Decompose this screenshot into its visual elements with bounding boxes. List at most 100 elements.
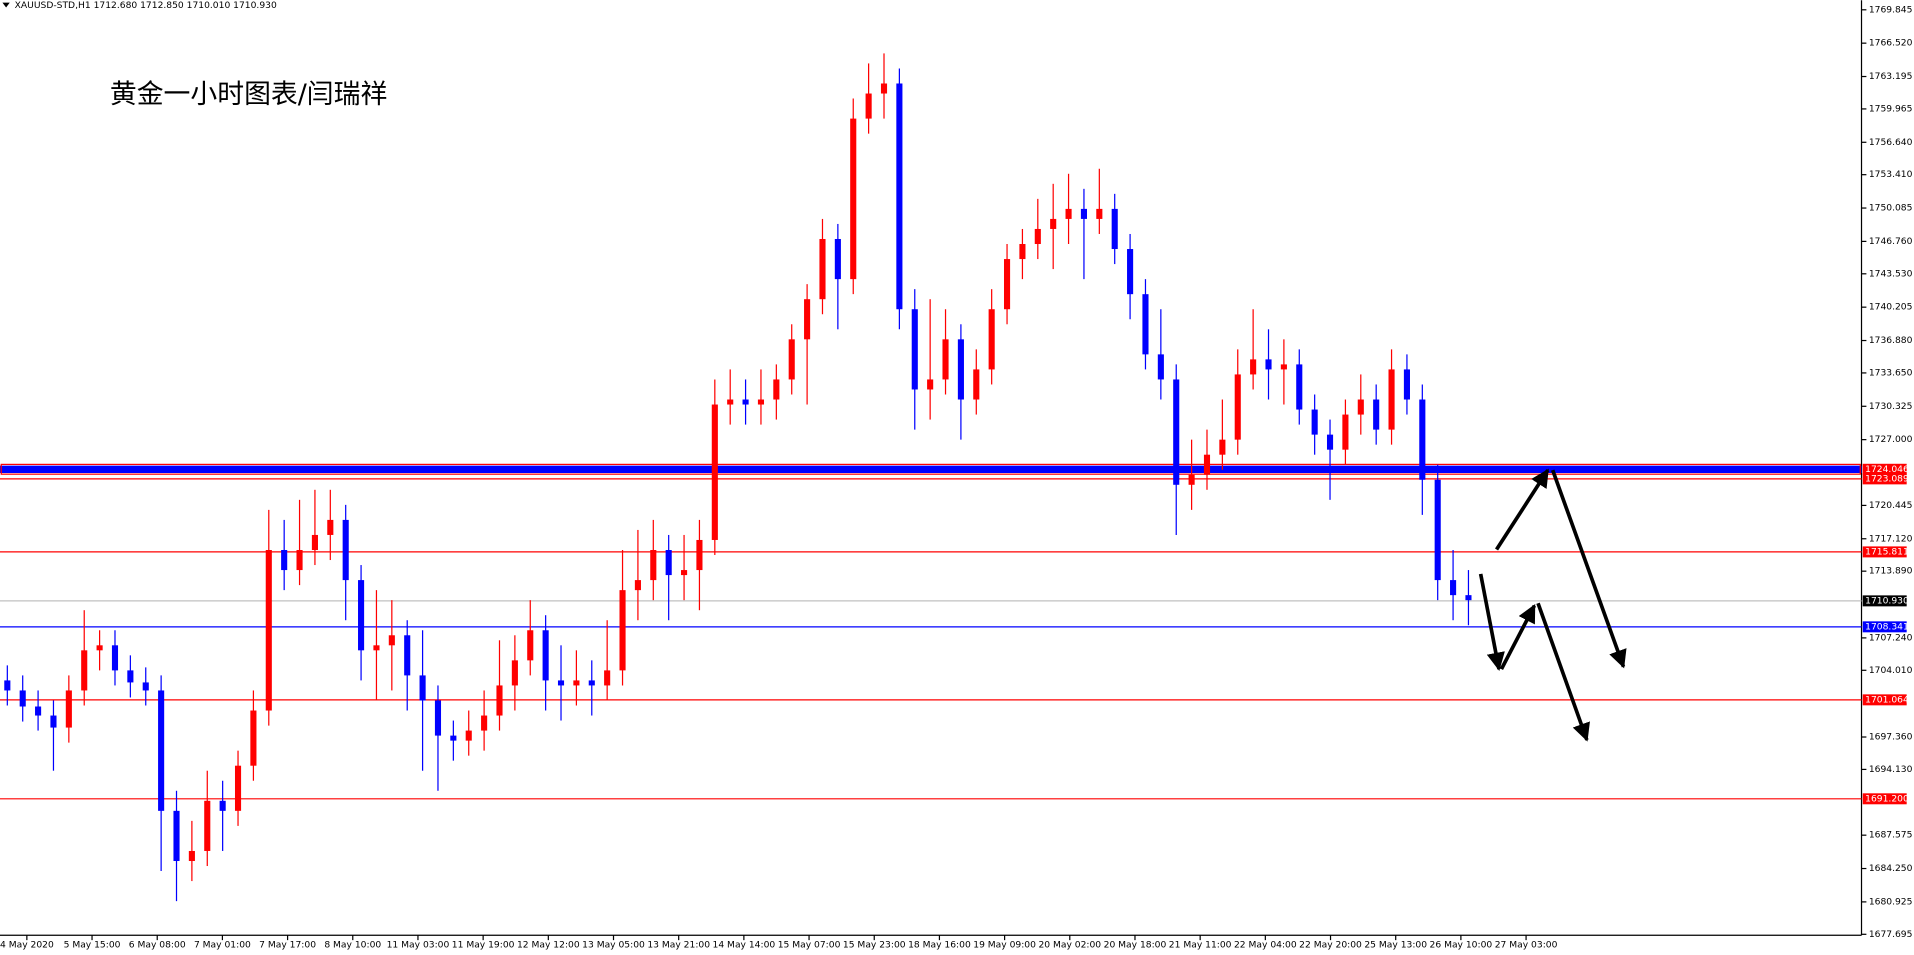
level-band-outline xyxy=(0,463,1861,475)
y-tick-label: 1713.890 xyxy=(1869,567,1913,577)
candle-body xyxy=(942,339,949,380)
chart-title: 黄金一小时图表/闫瑞祥 xyxy=(110,79,387,110)
candle-body xyxy=(1142,294,1149,355)
candle-body xyxy=(573,680,580,686)
candle-body xyxy=(111,645,119,671)
candle-body xyxy=(988,309,995,370)
y-tick-label: 1694.130 xyxy=(1869,765,1913,775)
candle-body xyxy=(619,590,626,671)
candle-body xyxy=(696,539,703,571)
candle-body xyxy=(1465,595,1472,601)
candle-body xyxy=(896,83,903,310)
candle-body xyxy=(850,118,857,280)
candle-body xyxy=(1034,228,1041,245)
candle-body xyxy=(542,630,549,681)
x-tick-label: 7 May 17:00 xyxy=(259,941,316,951)
candle-body xyxy=(81,650,88,691)
level-label: 1724.046 xyxy=(1865,465,1909,475)
candle-body xyxy=(957,339,964,400)
candle-body xyxy=(1203,454,1211,475)
candle-body xyxy=(1219,439,1226,455)
candle-body xyxy=(681,570,688,576)
x-tick-label: 18 May 16:00 xyxy=(908,941,971,951)
candle-body xyxy=(973,369,980,400)
candle-body xyxy=(50,715,57,728)
x-tick-label: 19 May 09:00 xyxy=(973,941,1036,951)
level-label: 1710.930 xyxy=(1865,596,1909,606)
candle-body xyxy=(1019,244,1026,260)
candle-body xyxy=(342,519,349,581)
y-tick-label: 1733.650 xyxy=(1869,368,1913,378)
candle-body xyxy=(188,850,195,862)
candle-body xyxy=(834,238,841,280)
candle-body xyxy=(1373,399,1380,430)
x-tick-label: 13 May 21:00 xyxy=(647,941,710,951)
level-label-box xyxy=(1862,546,1907,558)
y-tick-label: 1677.695 xyxy=(1869,930,1913,940)
candle-body xyxy=(434,700,442,736)
candle-body xyxy=(1157,354,1164,380)
candle-body xyxy=(496,685,503,716)
candle-body xyxy=(527,630,534,661)
level-label: 1708.341 xyxy=(1865,622,1909,632)
candle-body xyxy=(1173,379,1180,485)
x-tick-label: 22 May 20:00 xyxy=(1299,941,1362,951)
x-tick-label: 20 May 02:00 xyxy=(1038,941,1101,951)
candle-body xyxy=(311,534,318,551)
candle-body xyxy=(265,550,272,711)
level-label-box xyxy=(1862,793,1907,805)
level-label: 1715.811 xyxy=(1865,547,1909,557)
arrow xyxy=(1478,573,1505,671)
candle-body xyxy=(865,93,872,119)
x-tick-label: 12 May 12:00 xyxy=(517,941,580,951)
candle-body xyxy=(296,550,303,571)
candle-body xyxy=(804,299,811,340)
candle-body xyxy=(481,715,488,731)
y-tick-label: 1759.965 xyxy=(1869,104,1913,114)
x-tick-label: 27 May 03:00 xyxy=(1495,941,1558,951)
candle-body xyxy=(1296,364,1303,410)
y-tick-label: 1763.195 xyxy=(1869,72,1913,82)
x-tick-label: 20 May 18:00 xyxy=(1104,941,1167,951)
candle-body xyxy=(450,735,457,741)
x-tick-label: 25 May 13:00 xyxy=(1364,941,1427,951)
candle-body xyxy=(1419,399,1426,480)
y-tick-label: 1736.880 xyxy=(1869,336,1913,346)
y-tick-label: 1730.325 xyxy=(1869,402,1913,412)
candle-body xyxy=(927,379,934,390)
menu-triangle[interactable] xyxy=(2,2,10,8)
level-label-box xyxy=(1862,463,1907,475)
candle-body xyxy=(1234,374,1241,440)
level-label: 1691.200 xyxy=(1865,794,1909,804)
candle-body xyxy=(19,690,26,707)
y-tick-label: 1753.410 xyxy=(1869,170,1913,180)
candle-body xyxy=(1003,259,1011,310)
candle-body xyxy=(880,83,888,94)
y-tick-label: 1697.360 xyxy=(1869,733,1913,743)
arrow xyxy=(1499,604,1536,670)
candle-body xyxy=(373,645,380,651)
candle-body xyxy=(1403,369,1410,400)
y-tick-label: 1746.760 xyxy=(1869,237,1913,247)
y-tick-label: 1740.205 xyxy=(1869,303,1913,313)
candle-body xyxy=(742,399,749,405)
arrow xyxy=(1536,602,1590,742)
level-label-box xyxy=(1862,473,1907,485)
candle-body xyxy=(358,580,365,651)
candle-body xyxy=(650,550,657,581)
candle-body xyxy=(1065,208,1072,219)
x-tick-label: 14 May 14:00 xyxy=(713,941,776,951)
y-tick-label: 1704.010 xyxy=(1869,666,1913,676)
level-label: 1701.064 xyxy=(1865,695,1909,705)
level-label-box xyxy=(1862,694,1907,706)
candle-body xyxy=(388,635,395,646)
candle-body xyxy=(465,730,472,741)
y-tick-label: 1720.445 xyxy=(1869,501,1913,511)
y-tick-label: 1707.240 xyxy=(1869,633,1913,643)
arrow xyxy=(1550,469,1627,669)
x-tick-label: 11 May 19:00 xyxy=(452,941,515,951)
candle-body xyxy=(1326,434,1334,450)
level-label: 1723.089 xyxy=(1865,474,1909,484)
candle-body xyxy=(234,765,242,811)
